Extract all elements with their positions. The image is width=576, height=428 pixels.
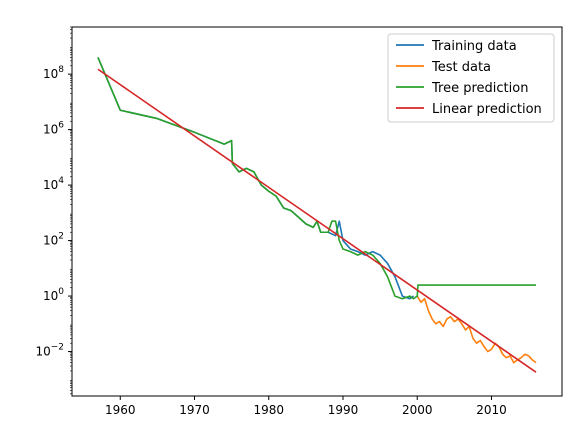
series-line-linear-prediction [97, 68, 537, 373]
x-tick-label: 1990 [328, 403, 359, 417]
y-tick-label: 108 [43, 65, 64, 81]
x-tick-label: 2010 [476, 403, 507, 417]
legend-label: Tree prediction [431, 81, 528, 96]
series-line-test-data [416, 295, 537, 364]
y-tick-label: 100 [43, 287, 64, 303]
plot-frame [71, 26, 563, 397]
y-axis: 10−2 100 102 104 106 108 [35, 26, 72, 395]
y-tick-label: 102 [43, 232, 64, 248]
y-tick-label: 104 [43, 176, 64, 192]
x-tick-label: 1970 [179, 403, 210, 417]
x-tick-label: 1960 [105, 403, 136, 417]
y-tick-label: 10−2 [35, 343, 64, 359]
legend-label: Linear prediction [432, 102, 542, 117]
x-tick-label: 2000 [402, 403, 433, 417]
legend: Training data Test data Tree prediction Lin… [387, 33, 555, 123]
y-tick-label: 106 [43, 121, 64, 137]
series-layer [97, 57, 537, 373]
x-tick-label: 1980 [253, 403, 284, 417]
legend-box [387, 33, 555, 123]
x-axis: 1960 1970 1980 1990 2000 2010 [105, 396, 507, 417]
legend-label: Training data [431, 39, 517, 54]
legend-label: Test data [431, 60, 491, 75]
